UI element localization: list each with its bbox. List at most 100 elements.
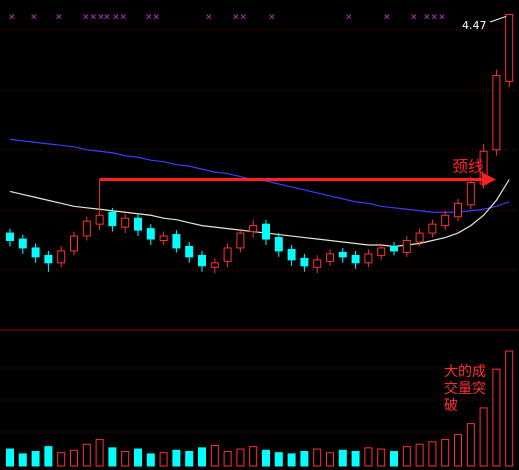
candle-body (95, 214, 104, 225)
marker: ×× (232, 13, 247, 23)
volume-bar (428, 441, 437, 467)
volume-bar (377, 448, 386, 467)
candle-body (326, 253, 334, 262)
volume-bar (18, 453, 27, 467)
marker: × (268, 13, 276, 23)
volume-bar (70, 449, 78, 467)
candle-body (159, 235, 168, 242)
note-line: 交量突 (444, 380, 486, 397)
candle-body (313, 259, 322, 268)
candle-body (300, 257, 309, 267)
marker: ××× (423, 13, 446, 23)
candle-body (492, 74, 501, 151)
volume-bar (159, 452, 168, 467)
volume-bar (338, 449, 347, 467)
marker: × (205, 13, 213, 23)
marker: × (30, 13, 38, 23)
volume-bar (6, 448, 14, 467)
candle-body (505, 13, 514, 82)
arrow-head (482, 172, 496, 187)
volume-bar (402, 446, 411, 467)
candle-body (185, 245, 194, 258)
volume-bar (505, 350, 514, 467)
candle-body (428, 223, 437, 234)
volume-bar (390, 450, 398, 467)
candle-body (274, 237, 283, 252)
candle-body (198, 254, 206, 267)
volume-bar (146, 453, 155, 467)
volume-bar (351, 450, 360, 467)
candle-body (210, 262, 219, 268)
candle-body (57, 250, 66, 264)
volume-bar (185, 450, 194, 467)
candle-body (441, 214, 450, 227)
volume-bar (95, 438, 104, 467)
candle-body (351, 254, 360, 264)
candle-body (402, 240, 411, 253)
candle-body (377, 247, 386, 256)
note-line: 破 (444, 398, 458, 414)
candle-body (44, 254, 53, 264)
candle-body (415, 232, 424, 243)
candle-body (31, 247, 40, 258)
candle-body (82, 220, 91, 237)
marker: × (55, 13, 63, 23)
marker: ×× (112, 13, 127, 23)
volume-bar (441, 438, 450, 467)
marker: × (410, 13, 418, 23)
marker: × (383, 13, 391, 23)
markers: × × × ××× × ×× ×× × ×× × × × × ××× (8, 13, 446, 23)
volume-bar (287, 453, 296, 467)
candle-body (134, 217, 142, 231)
neckline-label: 颈线 (452, 157, 484, 176)
candle-body (454, 202, 462, 218)
candle-body (18, 238, 27, 249)
marker: ××× (82, 13, 105, 23)
volume-bar (313, 448, 322, 467)
volume-bar (44, 446, 53, 467)
volume-bar (274, 452, 283, 467)
candle-body (262, 223, 270, 240)
volume-bar (262, 449, 270, 467)
candle-body (172, 234, 181, 249)
candle-body (390, 245, 398, 252)
volume-bar (300, 450, 309, 467)
candle-body (287, 248, 296, 261)
volume-bar (466, 423, 475, 467)
volume-bar (236, 448, 245, 467)
volume-bar (454, 434, 462, 467)
price-pointer (489, 15, 507, 23)
volume-bar (31, 450, 40, 467)
grid (0, 29, 519, 433)
candle-body (70, 235, 78, 252)
volume-bar (172, 449, 181, 467)
volume-bar (82, 443, 91, 467)
volume-bar (210, 444, 219, 467)
volume-bar (198, 447, 206, 467)
volume-bar (364, 447, 373, 467)
candle-body (236, 232, 245, 249)
volume-bar (108, 447, 117, 467)
price-label: 4.47 (462, 19, 487, 32)
marker: × (8, 13, 16, 23)
candle-body (223, 247, 232, 262)
volume-bar (492, 368, 501, 467)
volume-bar (134, 448, 142, 467)
volume-bar (57, 452, 66, 467)
volume-bar (249, 446, 258, 467)
volume-bar (121, 450, 130, 467)
candle-body (466, 182, 475, 206)
candle-body (121, 217, 130, 228)
candle-body (146, 228, 155, 240)
candle-body (364, 253, 373, 264)
candle-body (108, 211, 117, 227)
marker: ×× (145, 13, 160, 23)
note-line: 大的成 (444, 364, 486, 380)
volume-bar (415, 443, 424, 467)
volume-bar (223, 450, 232, 467)
marker: × (345, 13, 353, 23)
candle-body (6, 232, 14, 242)
marker: × (103, 13, 111, 23)
